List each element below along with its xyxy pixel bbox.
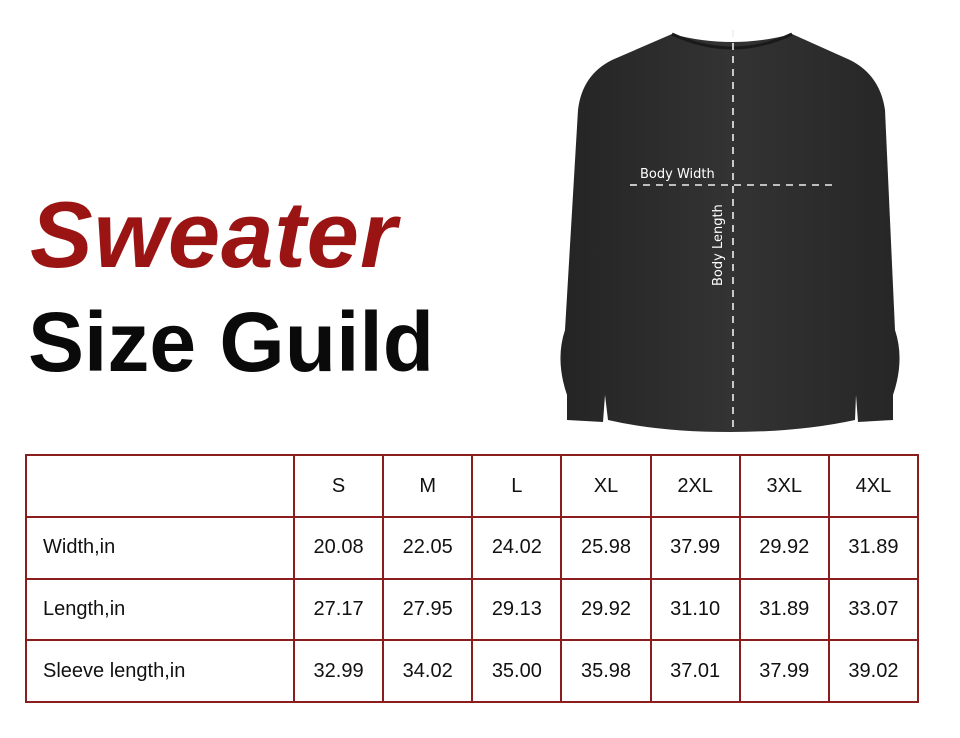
table-cell: 32.99: [292, 639, 385, 703]
row-label: Length,in: [25, 577, 295, 642]
header-cell: M: [382, 454, 474, 518]
header-cell: 3XL: [738, 454, 830, 518]
table-cell: 35.98: [560, 639, 652, 703]
table-cell: 29.92: [560, 577, 652, 642]
table-cell: 37.01: [649, 639, 741, 703]
title-size-guild: Size Guild: [28, 295, 435, 389]
size-table: S M L XL 2XL 3XL 4XL Width,in 20.08 22.0…: [25, 454, 920, 703]
sweater-illustration: Body Width Body Length: [560, 30, 900, 432]
table-row: Width,in 20.08 22.05 24.02 25.98 37.99 2…: [25, 516, 920, 580]
table-row: Sleeve length,in 32.99 34.02 35.00 35.98…: [25, 639, 920, 703]
table-cell: 22.05: [382, 516, 474, 580]
table-cell: 37.99: [738, 639, 830, 703]
table-row: Length,in 27.17 27.95 29.13 29.92 31.10 …: [25, 577, 920, 642]
title-sweater: Sweater: [30, 182, 398, 287]
sweater-shape: [560, 34, 900, 432]
header-cell: L: [471, 454, 563, 518]
table-cell: 31.89: [738, 577, 830, 642]
table-cell: 29.92: [738, 516, 830, 580]
table-cell: 25.98: [560, 516, 652, 580]
row-label: Sleeve length,in: [25, 639, 295, 703]
header-cell: [25, 454, 295, 518]
body-width-label: Body Width: [640, 167, 715, 182]
table-cell: 31.89: [827, 516, 920, 580]
table-cell: 20.08: [292, 516, 385, 580]
row-label: Width,in: [25, 516, 295, 580]
table-cell: 29.13: [471, 577, 563, 642]
table-cell: 24.02: [471, 516, 563, 580]
table-cell: 27.95: [382, 577, 474, 642]
table-cell: 33.07: [827, 577, 920, 642]
table-cell: 37.99: [649, 516, 741, 580]
table-cell: 34.02: [382, 639, 474, 703]
header-cell: 2XL: [649, 454, 741, 518]
table-cell: 35.00: [471, 639, 563, 703]
header-cell: 4XL: [827, 454, 920, 518]
table-header-row: S M L XL 2XL 3XL 4XL: [25, 454, 920, 518]
table-cell: 27.17: [292, 577, 385, 642]
table-cell: 39.02: [827, 639, 920, 703]
body-length-label: Body Length: [711, 204, 726, 286]
header-cell: XL: [560, 454, 652, 518]
table-cell: 31.10: [649, 577, 741, 642]
header-cell: S: [292, 454, 385, 518]
